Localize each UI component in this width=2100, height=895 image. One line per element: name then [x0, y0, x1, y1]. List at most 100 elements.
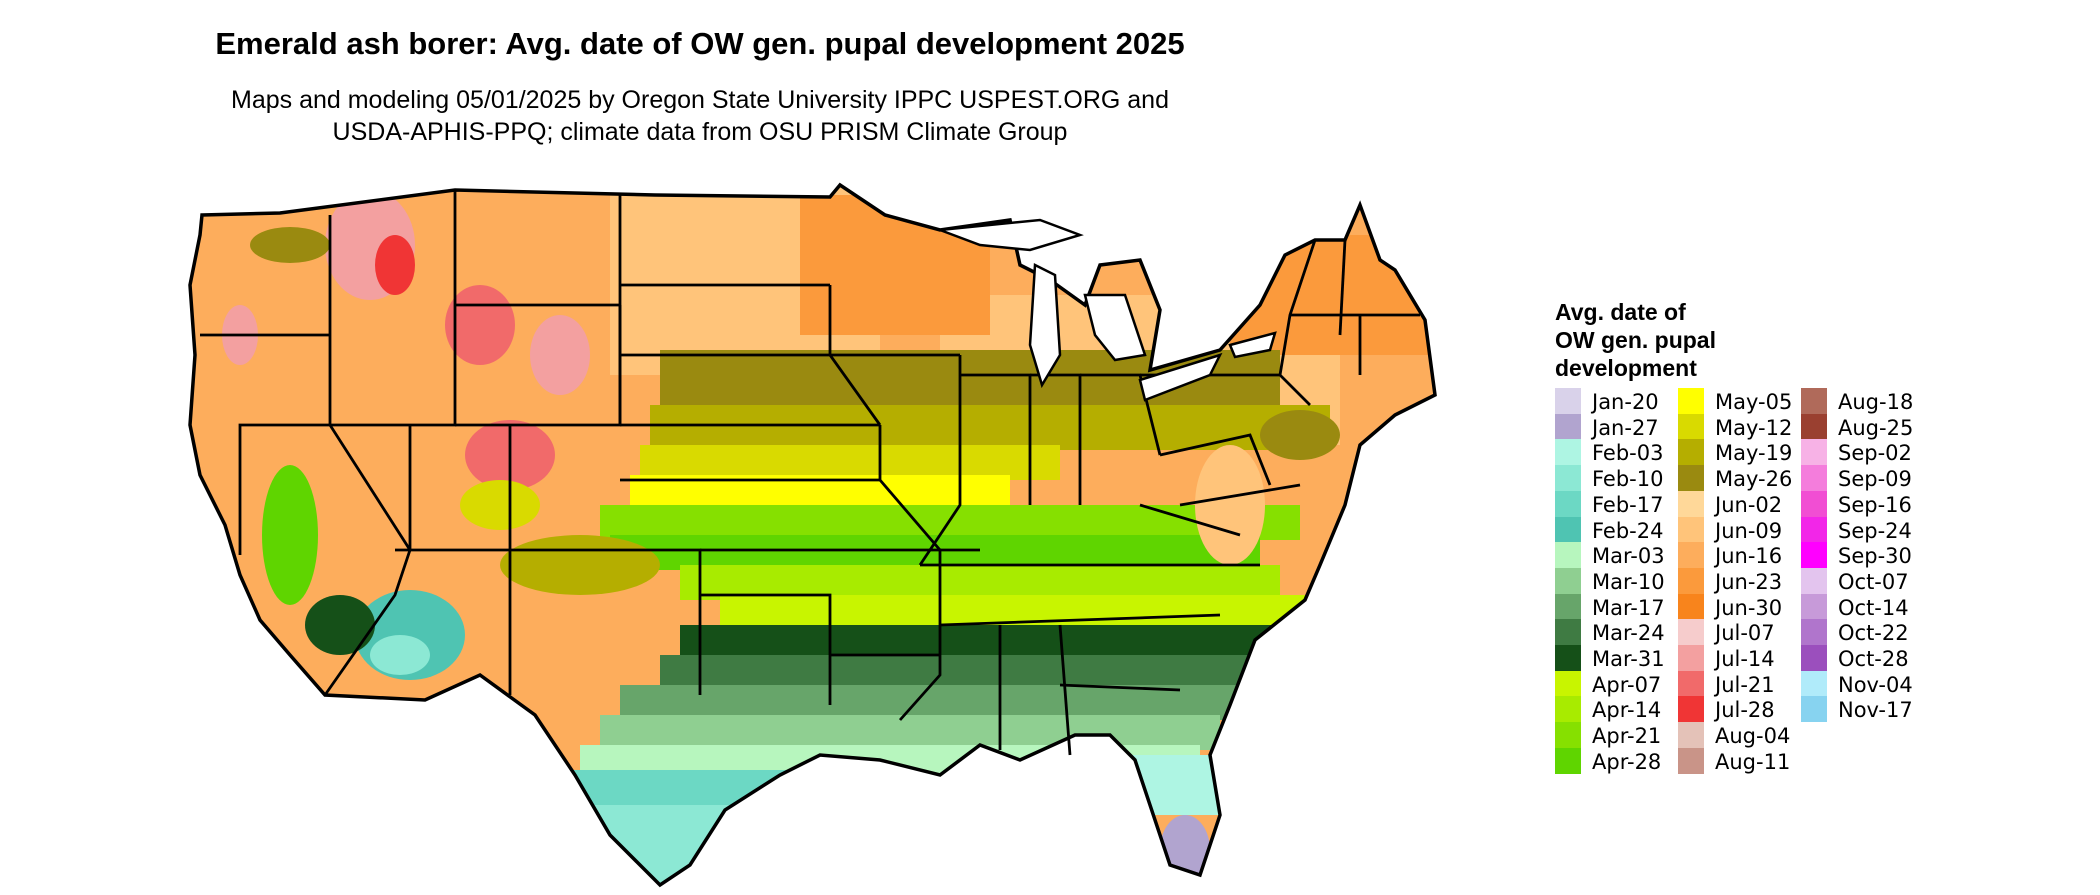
- legend-label: Jul-21: [1715, 672, 1775, 697]
- legend-swatch: [1678, 516, 1704, 543]
- legend-label: May-12: [1715, 415, 1793, 440]
- legend-item: May-26: [1678, 465, 1828, 492]
- legend-swatch: [1678, 645, 1704, 671]
- legend-title-line-1: Avg. date of: [1555, 299, 1686, 325]
- legend-swatch: [1555, 722, 1581, 749]
- legend-item: Sep-16: [1801, 490, 1951, 517]
- legend-swatch: [1555, 516, 1581, 543]
- legend-label: Jun-02: [1715, 492, 1783, 517]
- legend-swatch: [1678, 670, 1704, 697]
- legend-item: Mar-17: [1555, 593, 1705, 620]
- legend-swatch: [1555, 670, 1581, 697]
- legend-item: Jan-27: [1555, 413, 1705, 440]
- legend-swatch: [1678, 567, 1704, 594]
- legend-swatch: [1555, 439, 1581, 466]
- legend-item: Jan-20: [1555, 388, 1705, 414]
- legend-swatch: [1555, 593, 1581, 620]
- legend-item: Sep-30: [1801, 542, 1951, 569]
- legend-label: Mar-17: [1592, 595, 1665, 620]
- legend-title-line-2: OW gen. pupal: [1555, 327, 1716, 353]
- legend-item: Apr-28: [1555, 747, 1705, 774]
- legend-swatch: [1678, 413, 1704, 440]
- legend-label: Jul-14: [1715, 647, 1775, 671]
- legend-label: Apr-28: [1592, 749, 1662, 774]
- legend-item: Jul-21: [1678, 670, 1828, 697]
- legend-label: Mar-10: [1592, 569, 1665, 594]
- legend-title: Avg. date of OW gen. pupal development: [1555, 298, 1785, 382]
- legend-item: Jun-23: [1678, 567, 1828, 594]
- legend-swatch: [1678, 542, 1704, 569]
- legend-label: May-19: [1715, 441, 1793, 466]
- legend-label: Oct-07: [1838, 569, 1909, 594]
- legend-swatch: [1801, 696, 1827, 723]
- legend-swatch: [1801, 413, 1827, 440]
- legend-label: Oct-22: [1838, 621, 1909, 646]
- legend-item: Feb-24: [1555, 516, 1705, 543]
- legend-swatch: [1555, 490, 1581, 517]
- legend-label: Sep-30: [1838, 544, 1912, 569]
- legend-item: Sep-02: [1801, 439, 1951, 466]
- legend-swatch: [1555, 388, 1581, 414]
- legend-label: Feb-10: [1592, 467, 1664, 492]
- legend-item: Jun-02: [1678, 490, 1828, 517]
- legend-label: Aug-18: [1838, 390, 1914, 414]
- legend-label: Mar-31: [1592, 647, 1665, 671]
- legend-swatch: [1678, 388, 1704, 414]
- legend-label: Apr-14: [1592, 698, 1662, 723]
- legend-swatch: [1678, 490, 1704, 517]
- legend-item: Jul-07: [1678, 619, 1828, 646]
- legend-label: Jun-09: [1715, 518, 1783, 543]
- legend-label: Jun-30: [1715, 595, 1783, 620]
- legend-item: Feb-10: [1555, 465, 1705, 492]
- legend-label: Nov-17: [1838, 698, 1913, 723]
- legend-label: Sep-16: [1838, 492, 1912, 517]
- legend-item: Apr-21: [1555, 722, 1705, 749]
- legend-label: Mar-03: [1592, 544, 1665, 569]
- legend-label: Jun-16: [1715, 544, 1783, 569]
- legend-label: Oct-14: [1838, 595, 1909, 620]
- legend-swatch: [1801, 619, 1827, 646]
- legend-item: Aug-11: [1678, 747, 1828, 774]
- legend-item: Oct-28: [1801, 645, 1951, 671]
- legend-swatch: [1678, 619, 1704, 646]
- legend-item: Mar-10: [1555, 567, 1705, 594]
- legend-label: Oct-28: [1838, 647, 1909, 671]
- legend-item: Feb-03: [1555, 439, 1705, 466]
- legend-item: May-05: [1678, 388, 1828, 414]
- legend-item: Oct-14: [1801, 593, 1951, 620]
- legend-swatch: [1678, 465, 1704, 492]
- legend-item: Apr-14: [1555, 696, 1705, 723]
- legend-item: Nov-17: [1801, 696, 1951, 723]
- legend-label: Nov-04: [1838, 672, 1913, 697]
- map-title: Emerald ash borer: Avg. date of OW gen. …: [215, 26, 1185, 61]
- legend-item: Feb-17: [1555, 490, 1705, 517]
- legend-item: Mar-24: [1555, 619, 1705, 646]
- legend-swatch: [1678, 593, 1704, 620]
- legend-label: Mar-24: [1592, 621, 1665, 646]
- legend-swatch: [1801, 388, 1827, 414]
- legend-swatch: [1555, 413, 1581, 440]
- map-subtitle-line-2: USDA-APHIS-PPQ; climate data from OSU PR…: [332, 118, 1068, 146]
- legend-label: Apr-21: [1592, 724, 1662, 749]
- legend-label: Jul-28: [1715, 698, 1775, 723]
- legend-label: Sep-09: [1838, 467, 1912, 492]
- legend-swatch: [1678, 747, 1704, 774]
- legend-swatch: [1801, 670, 1827, 697]
- legend-swatch: [1555, 542, 1581, 569]
- legend-item: Sep-24: [1801, 516, 1951, 543]
- legend-swatch: [1678, 439, 1704, 466]
- legend-item: May-12: [1678, 413, 1828, 440]
- legend-item: Apr-07: [1555, 670, 1705, 697]
- legend-label: Aug-11: [1715, 749, 1791, 774]
- legend-swatch: [1555, 567, 1581, 594]
- legend-item: Nov-04: [1801, 670, 1951, 697]
- legend-item: Aug-18: [1801, 388, 1951, 414]
- legend-label: Apr-07: [1592, 672, 1662, 697]
- legend-item: Jun-16: [1678, 542, 1828, 569]
- legend-swatch: [1555, 696, 1581, 723]
- legend-swatch: [1801, 567, 1827, 594]
- legend-swatch: [1801, 439, 1827, 466]
- legend-label: May-26: [1715, 467, 1793, 492]
- legend-item: Sep-09: [1801, 465, 1951, 492]
- legend-swatch: [1678, 696, 1704, 723]
